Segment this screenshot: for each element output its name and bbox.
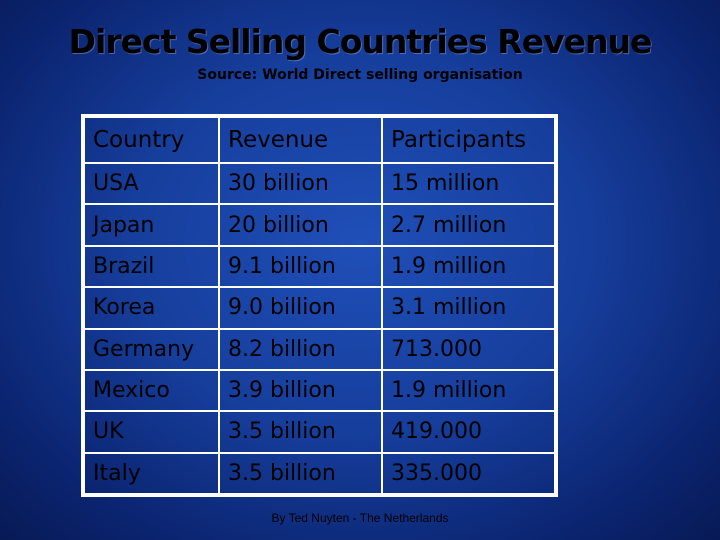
table-row: Mexico 3.9 billion 1.9 million <box>83 368 556 413</box>
cell-participants: 2.7 million <box>381 203 556 247</box>
cell-revenue: 3.9 billion <box>218 368 383 413</box>
cell-revenue: 3.5 billion <box>218 451 383 496</box>
cell-country: Brazil <box>83 244 220 289</box>
header-revenue: Revenue <box>218 116 383 164</box>
cell-country: USA <box>83 161 220 206</box>
cell-country: Korea <box>83 286 220 330</box>
cell-country: UK <box>83 410 220 454</box>
table-row: Brazil 9.1 billion 1.9 million <box>83 244 556 289</box>
slide-subtitle: Source: World Direct selling organisatio… <box>197 67 523 83</box>
cell-country: Japan <box>83 203 220 247</box>
header-participants: Participants <box>381 116 556 164</box>
cell-participants: 713.000 <box>381 327 556 371</box>
footer-credit: By Ted Nuyten - The Netherlands <box>271 511 449 525</box>
cell-participants: 335.000 <box>381 451 556 496</box>
cell-revenue: 3.5 billion <box>218 410 383 454</box>
table-row: Germany 8.2 billion 713.000 <box>83 327 556 371</box>
table-row: Italy 3.5 billion 335.000 <box>83 451 556 496</box>
table-header-row: Country Revenue Participants <box>83 116 556 164</box>
cell-participants: 1.9 million <box>381 368 556 413</box>
cell-revenue: 30 billion <box>218 161 383 206</box>
cell-participants: 419.000 <box>381 410 556 454</box>
cell-revenue: 9.0 billion <box>218 286 383 330</box>
revenue-table: Country Revenue Participants USA 30 bill… <box>81 114 558 497</box>
cell-participants: 3.1 million <box>381 286 556 330</box>
cell-participants: 15 million <box>381 161 556 206</box>
cell-country: Germany <box>83 327 220 371</box>
slide-title: Direct Selling Countries Revenue <box>68 22 653 61</box>
table-row: Japan 20 billion 2.7 million <box>83 203 556 247</box>
table-row: USA 30 billion 15 million <box>83 161 556 206</box>
cell-revenue: 20 billion <box>218 203 383 247</box>
cell-revenue: 8.2 billion <box>218 327 383 371</box>
table-row: Korea 9.0 billion 3.1 million <box>83 286 556 330</box>
cell-revenue: 9.1 billion <box>218 244 383 289</box>
cell-country: Italy <box>83 451 220 496</box>
cell-country: Mexico <box>83 368 220 413</box>
table-row: UK 3.5 billion 419.000 <box>83 410 556 454</box>
header-country: Country <box>83 116 220 164</box>
cell-participants: 1.9 million <box>381 244 556 289</box>
